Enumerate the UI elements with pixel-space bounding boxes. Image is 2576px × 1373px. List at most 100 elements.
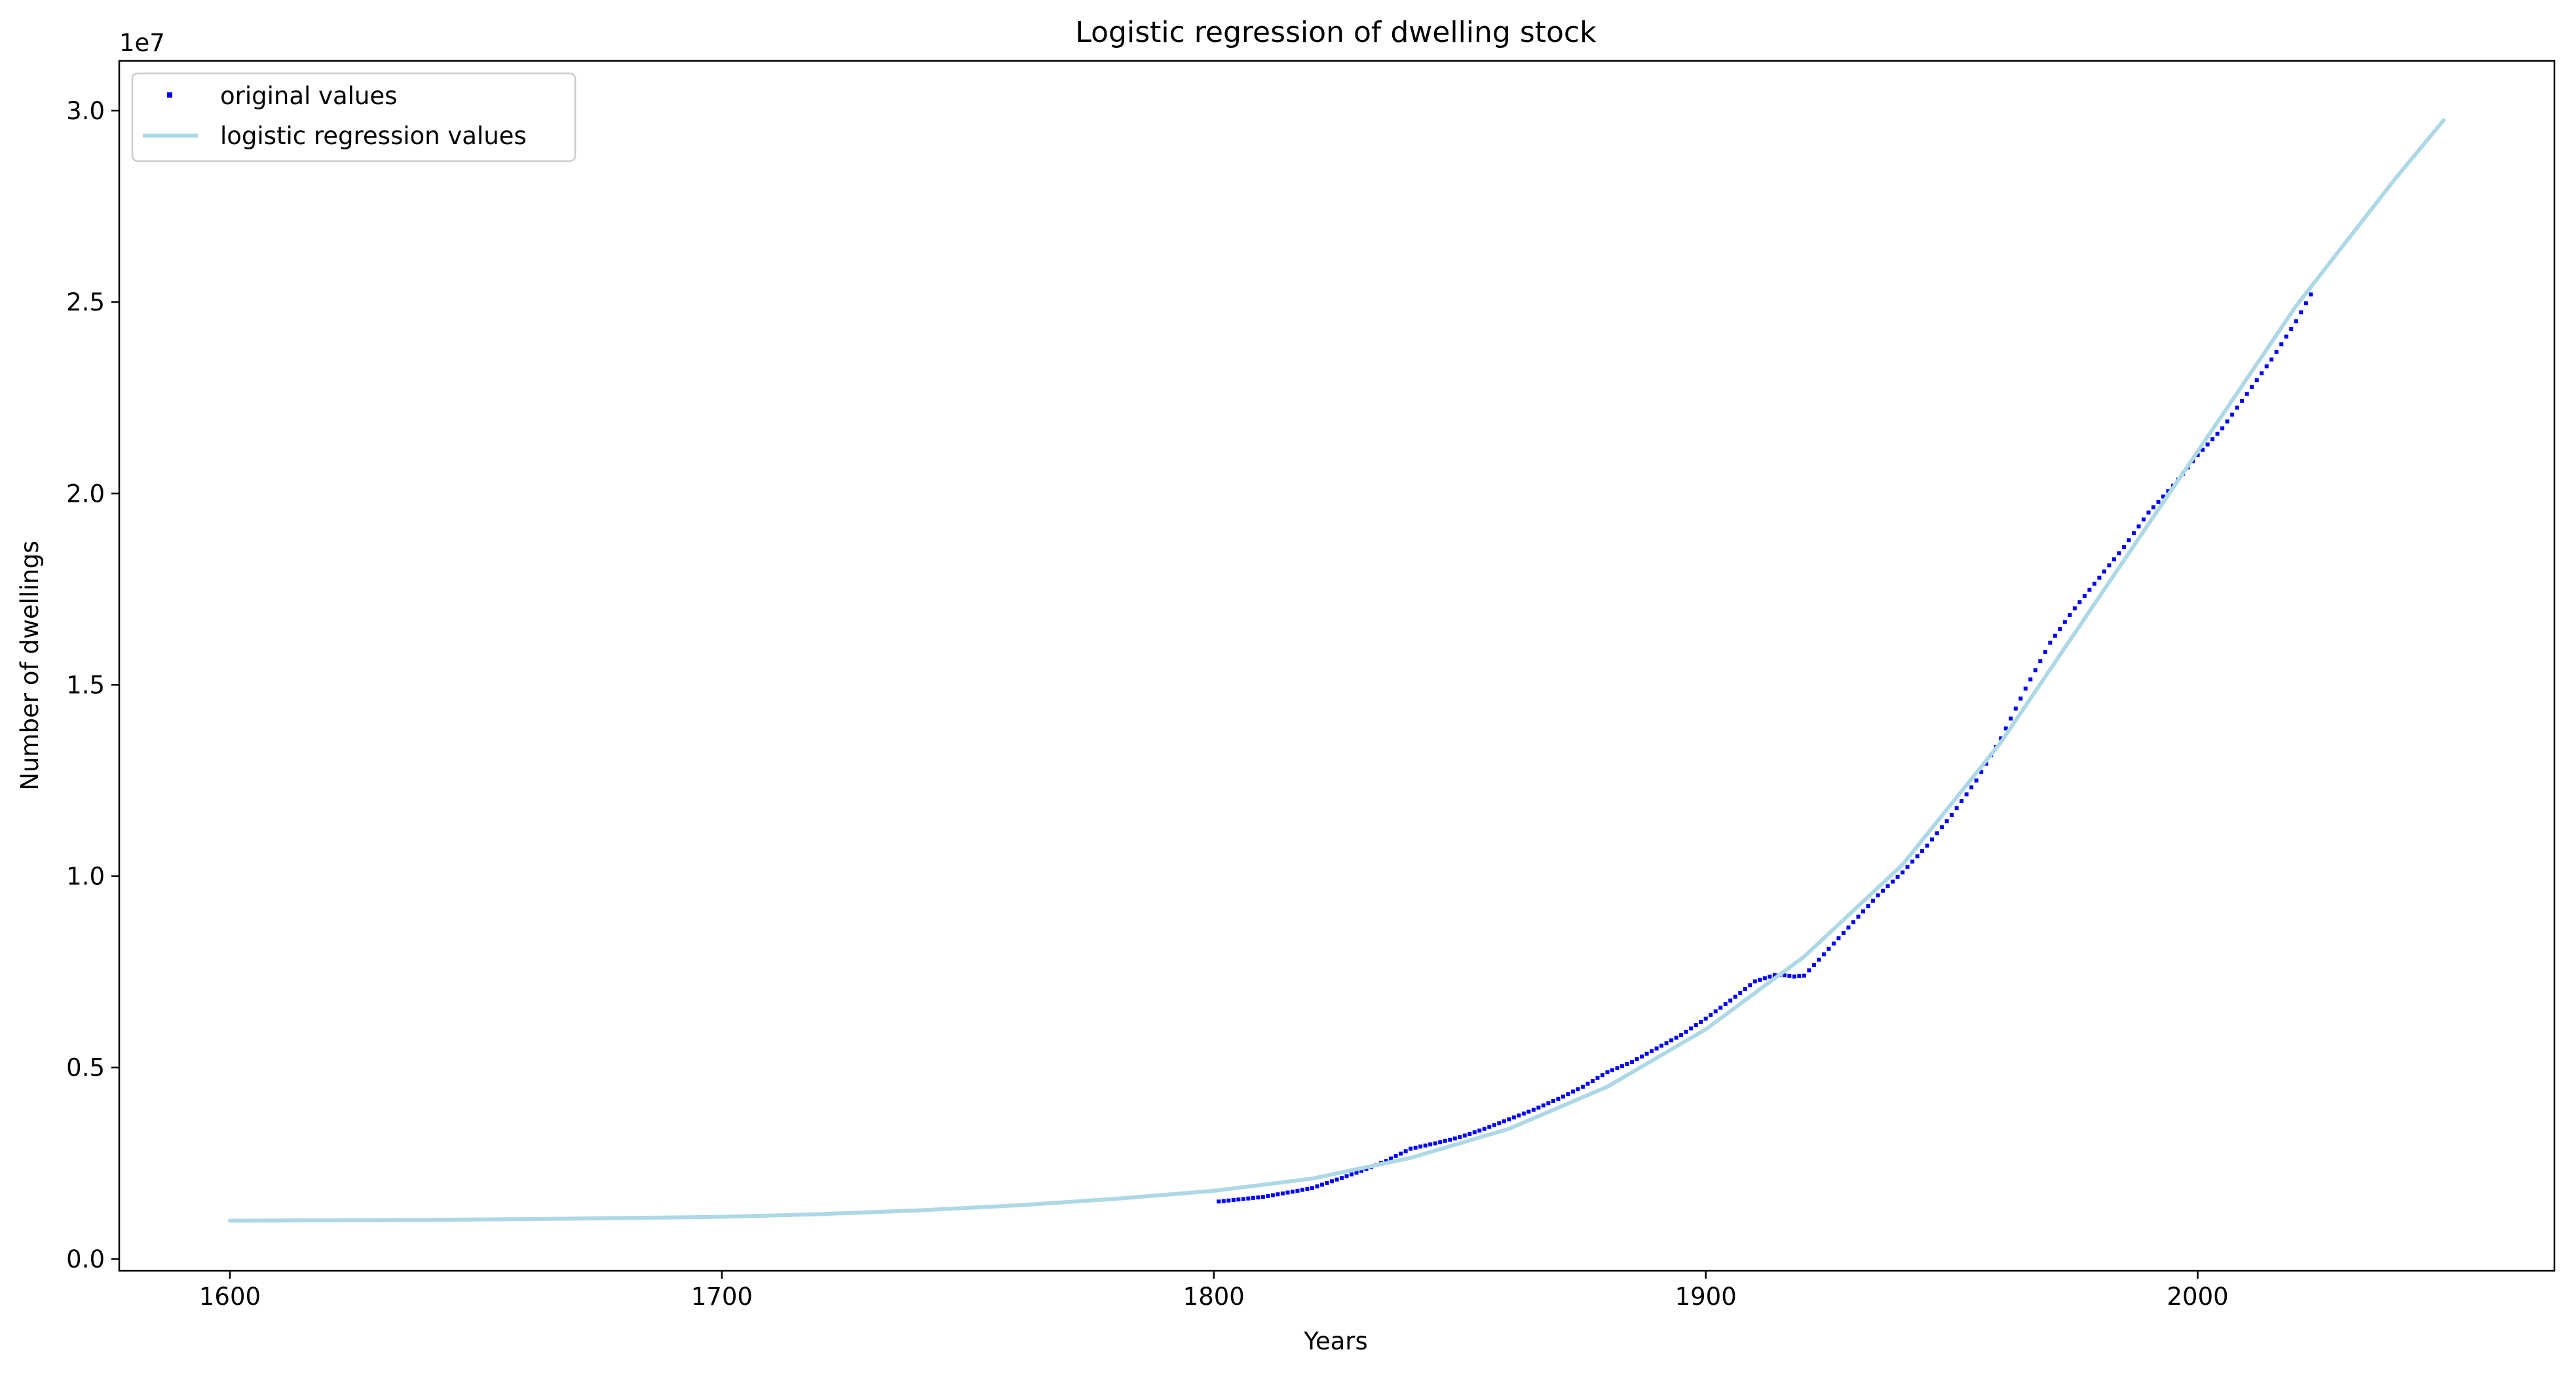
data-point-original-values <box>1270 1193 1275 1197</box>
data-point-original-values <box>1241 1197 1245 1201</box>
data-point-original-values <box>1305 1187 1310 1192</box>
data-point-original-values <box>1595 1076 1600 1080</box>
data-point-original-values <box>1566 1092 1570 1097</box>
data-point-original-values <box>1570 1089 1575 1094</box>
data-point-original-values <box>1752 979 1757 984</box>
data-point-original-values <box>1768 974 1772 979</box>
data-point-original-values <box>1821 952 1826 956</box>
data-point-original-values <box>2225 419 2229 424</box>
data-point-original-values <box>1561 1094 1565 1099</box>
data-point-original-values <box>2254 378 2259 383</box>
data-point-original-values <box>1891 879 1895 884</box>
data-point-original-values <box>1413 1145 1418 1150</box>
y-tick-label: 1.5 <box>66 671 105 699</box>
data-point-original-values <box>1221 1199 1226 1203</box>
data-point-original-values <box>2131 531 2136 536</box>
data-point-original-values <box>1251 1195 1255 1200</box>
data-point-original-values <box>1881 888 1885 893</box>
data-point-original-values <box>1630 1059 1635 1064</box>
data-point-original-values <box>1403 1149 1408 1154</box>
x-tick-label: 1600 <box>199 1283 261 1311</box>
data-point-original-values <box>1246 1196 1251 1201</box>
data-point-original-values <box>1610 1068 1615 1072</box>
data-point-original-values <box>1315 1184 1319 1189</box>
data-point-original-values <box>1979 770 1984 774</box>
data-point-original-values <box>1910 859 1915 864</box>
y-tick-label: 0.5 <box>66 1054 105 1082</box>
data-point-original-values <box>2053 633 2057 638</box>
data-point-original-values <box>1236 1197 1241 1202</box>
x-tick-label: 1900 <box>1675 1283 1737 1311</box>
data-point-original-values <box>1319 1182 1324 1187</box>
data-point-original-values <box>2230 412 2235 417</box>
data-point-original-values <box>1935 831 1939 836</box>
data-point-original-values <box>1507 1117 1511 1121</box>
data-point-original-values <box>2220 426 2225 430</box>
data-point-original-values <box>1226 1198 1231 1203</box>
data-point-original-values <box>1836 936 1841 941</box>
data-point-original-values <box>1758 977 1762 982</box>
data-point-original-values <box>1433 1141 1437 1146</box>
data-point-original-values <box>2240 398 2245 403</box>
data-point-original-values <box>1930 837 1935 842</box>
data-point-original-values <box>1482 1127 1487 1131</box>
chart-title: Logistic regression of dwelling stock <box>1075 16 1597 49</box>
data-point-original-values <box>1605 1070 1610 1074</box>
data-point-original-values <box>1580 1084 1585 1089</box>
data-point-original-values <box>1217 1199 1221 1204</box>
data-point-original-values <box>1438 1140 1443 1144</box>
data-point-original-values <box>1384 1159 1388 1163</box>
x-axis-label: Years <box>1303 1327 1368 1355</box>
data-point-original-values <box>1802 973 1806 978</box>
data-point-original-values <box>1310 1186 1314 1190</box>
data-point-original-values <box>1728 998 1733 1003</box>
y-tick-label: 1.0 <box>66 863 105 891</box>
data-point-original-values <box>1851 920 1855 924</box>
y-axis-label: Number of dwellings <box>16 540 44 790</box>
data-point-original-values <box>1477 1128 1482 1133</box>
data-point-original-values <box>2028 677 2033 682</box>
data-point-original-values <box>1340 1176 1344 1180</box>
data-point-original-values <box>1635 1057 1639 1061</box>
data-point-original-values <box>1689 1026 1694 1031</box>
x-tick-label: 1700 <box>691 1283 753 1311</box>
data-point-original-values <box>1817 957 1821 962</box>
data-point-original-values <box>1502 1119 1506 1123</box>
data-point-original-values <box>1669 1038 1674 1043</box>
data-point-original-values <box>1487 1125 1492 1129</box>
data-point-original-values <box>2009 716 2013 721</box>
data-point-original-values <box>1762 976 1767 981</box>
data-point-original-values <box>2210 437 2215 442</box>
data-point-original-values <box>2215 432 2220 436</box>
data-point-original-values <box>2279 342 2284 347</box>
data-point-original-values <box>1684 1030 1688 1034</box>
data-point-original-values <box>1920 849 1925 854</box>
data-point-original-values <box>2269 357 2274 362</box>
data-point-original-values <box>1650 1049 1654 1053</box>
data-point-original-values <box>1797 974 1802 979</box>
data-point-original-values <box>2003 726 2008 731</box>
data-point-original-values <box>2299 310 2303 314</box>
data-point-original-values <box>1354 1171 1359 1175</box>
data-point-original-values <box>1640 1054 1644 1059</box>
legend-label-original-values: original values <box>220 82 397 110</box>
data-point-original-values <box>1733 994 1737 999</box>
data-point-original-values <box>1256 1195 1260 1200</box>
data-point-original-values <box>2260 371 2264 375</box>
data-point-original-values <box>1713 1009 1718 1013</box>
data-point-original-values <box>1472 1130 1477 1135</box>
data-point-original-values <box>1541 1103 1545 1108</box>
data-point-original-values <box>2038 659 2043 664</box>
data-point-original-values <box>1960 799 1964 804</box>
data-point-original-values <box>2117 551 2121 555</box>
data-point-original-values <box>1940 825 1944 829</box>
data-point-original-values <box>2151 505 2156 510</box>
data-point-original-values <box>1551 1099 1555 1103</box>
data-point-original-values <box>1831 941 1836 946</box>
data-point-original-values <box>2068 613 2072 618</box>
data-point-original-values <box>1895 875 1900 879</box>
data-point-original-values <box>2033 668 2037 673</box>
data-point-original-values <box>1807 968 1811 973</box>
